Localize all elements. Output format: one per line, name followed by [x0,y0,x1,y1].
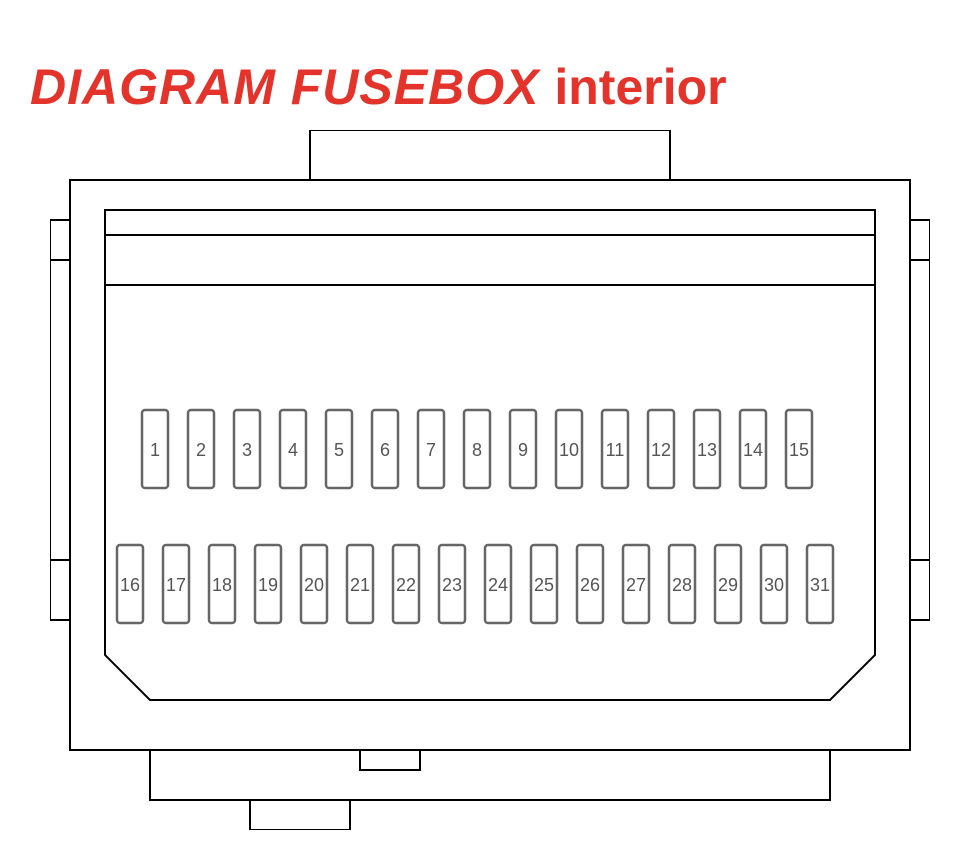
fuse-label-31: 31 [810,575,830,595]
diagram-title: DIAGRAM FUSEBOX interior [30,58,727,116]
fuse-label-12: 12 [651,440,671,460]
fuse-label-19: 19 [258,575,278,595]
fuse-label-18: 18 [212,575,232,595]
title-main: DIAGRAM FUSEBOX [30,59,539,115]
fuse-label-1: 1 [150,440,160,460]
fuse-label-10: 10 [559,440,579,460]
fuse-label-29: 29 [718,575,738,595]
fuse-label-14: 14 [743,440,763,460]
fuse-label-16: 16 [120,575,140,595]
fuse-label-23: 23 [442,575,462,595]
fuse-label-22: 22 [396,575,416,595]
fusebox-diagram: 1234567891011121314151617181920212223242… [50,130,930,830]
fuse-label-15: 15 [789,440,809,460]
title-suffix: interior [554,59,726,115]
fuse-label-20: 20 [304,575,324,595]
fuse-label-30: 30 [764,575,784,595]
fuse-label-17: 17 [166,575,186,595]
fuse-label-27: 27 [626,575,646,595]
fuse-label-11: 11 [606,440,625,460]
fuse-label-2: 2 [196,440,206,460]
fuse-label-5: 5 [334,440,344,460]
fuse-label-25: 25 [534,575,554,595]
fuse-label-28: 28 [672,575,692,595]
fuse-label-9: 9 [518,440,528,460]
fuse-label-4: 4 [288,440,298,460]
fuse-label-13: 13 [697,440,717,460]
fuse-label-26: 26 [580,575,600,595]
fuse-label-3: 3 [242,440,252,460]
fuse-label-24: 24 [488,575,508,595]
fuse-label-21: 21 [350,575,370,595]
fuse-label-7: 7 [426,440,436,460]
fuse-label-6: 6 [380,440,390,460]
fuse-label-8: 8 [472,440,482,460]
